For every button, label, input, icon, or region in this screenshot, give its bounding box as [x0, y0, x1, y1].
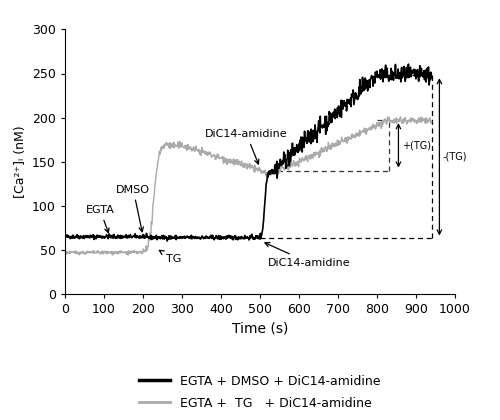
Text: +(TG): +(TG) [402, 140, 430, 150]
Text: -(TG): -(TG) [442, 152, 467, 162]
Text: EGTA: EGTA [86, 205, 114, 233]
Text: DMSO: DMSO [116, 184, 150, 232]
Text: DiC14-amidine: DiC14-amidine [205, 129, 288, 164]
Y-axis label: [Ca²⁺]ᵢ (nM): [Ca²⁺]ᵢ (nM) [14, 126, 26, 198]
Legend: EGTA + DMSO + DiC14-amidine, EGTA +  TG   + DiC14-amidine: EGTA + DMSO + DiC14-amidine, EGTA + TG +… [139, 375, 381, 410]
X-axis label: Time (s): Time (s) [232, 322, 288, 336]
Text: DiC14-amidine: DiC14-amidine [265, 243, 350, 268]
Text: TG: TG [160, 250, 181, 264]
